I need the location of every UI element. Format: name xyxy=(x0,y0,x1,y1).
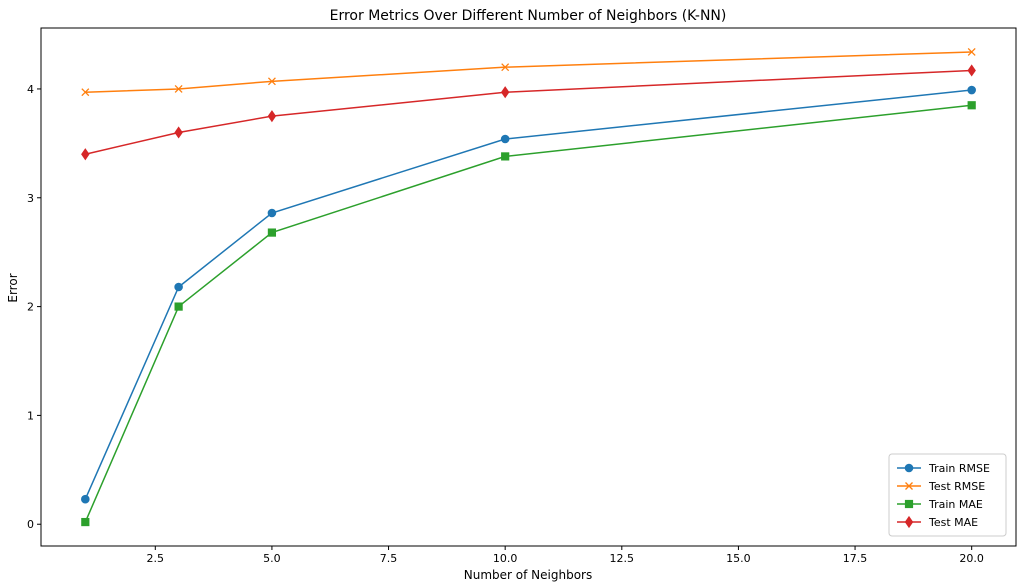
data-point-train-rmse xyxy=(967,85,976,95)
y-tick-label: 2 xyxy=(27,301,34,314)
data-point-train-rmse xyxy=(81,494,90,504)
x-marker-stroke xyxy=(81,88,90,97)
y-tick-label: 0 xyxy=(27,518,34,531)
chart-title: Error Metrics Over Different Number of N… xyxy=(330,8,727,24)
series-line-test-rmse xyxy=(85,51,972,93)
data-point-test-rmse xyxy=(967,47,976,56)
data-point-test-mae xyxy=(267,110,277,123)
data-point-train-mae xyxy=(501,152,510,161)
data-point-test-mae xyxy=(967,64,976,77)
data-point-test-rmse xyxy=(501,63,510,72)
legend-label-test-mae: Test MAE xyxy=(928,516,978,529)
legend-marker-train-rmse xyxy=(904,463,914,473)
y-tick-label: 3 xyxy=(27,192,34,205)
x-tick-label: 7.5 xyxy=(380,552,398,565)
x-axis-label: Number of Neighbors xyxy=(464,568,592,582)
x-marker-stroke xyxy=(501,63,510,72)
legend-marker-train-mae xyxy=(904,499,914,509)
data-point-train-mae xyxy=(267,228,277,237)
y-tick-label: 1 xyxy=(27,409,34,422)
x-marker-stroke xyxy=(967,47,976,56)
x-marker-stroke xyxy=(267,77,276,86)
x-tick-label: 15.0 xyxy=(726,552,751,565)
data-point-test-mae xyxy=(174,126,183,139)
legend-label-test-rmse: Test RMSE xyxy=(928,480,985,493)
legend-marker-test-mae xyxy=(904,515,914,529)
plot-frame xyxy=(40,27,1017,547)
legend: Train RMSE Test RMSE Train MAE Test MAE xyxy=(888,453,1007,537)
series-line-train-mae xyxy=(84,104,972,523)
series-line-test-mae xyxy=(85,69,972,155)
x-marker-stroke xyxy=(174,84,183,93)
data-point-test-rmse xyxy=(81,88,90,97)
y-tick-label: 4 xyxy=(27,83,34,96)
x-tick-label: 20.0 xyxy=(959,552,984,565)
legend-label-train-rmse: Train RMSE xyxy=(928,462,990,475)
x-tick-label: 17.5 xyxy=(843,552,868,565)
data-point-test-rmse xyxy=(267,77,276,86)
data-point-train-rmse xyxy=(174,282,183,292)
data-point-train-mae xyxy=(174,302,183,311)
legend-box xyxy=(888,453,1007,537)
data-point-test-mae xyxy=(81,148,90,161)
data-point-test-mae xyxy=(500,86,510,99)
data-point-train-rmse xyxy=(500,134,510,144)
data-point-test-rmse xyxy=(174,84,183,93)
data-point-train-rmse xyxy=(267,208,277,218)
x-tick-label: 12.5 xyxy=(610,552,635,565)
data-point-train-mae xyxy=(967,101,976,110)
legend-marker-test-rmse xyxy=(905,482,913,490)
series-line-train-rmse xyxy=(84,89,972,500)
plot-area: 2.5 5.0 7.5 10.0 12.5 15.0 17.5 20.0 0 1 2 3 4 xyxy=(27,27,1017,565)
y-axis-label: Error xyxy=(6,273,20,302)
data-point-train-mae xyxy=(81,517,90,527)
x-marker-stroke xyxy=(905,482,913,490)
x-tick-label: 5.0 xyxy=(263,552,281,565)
x-tick-label: 10.0 xyxy=(493,552,518,565)
legend-label-train-mae: Train MAE xyxy=(928,498,983,511)
x-tick-label: 2.5 xyxy=(147,552,165,565)
